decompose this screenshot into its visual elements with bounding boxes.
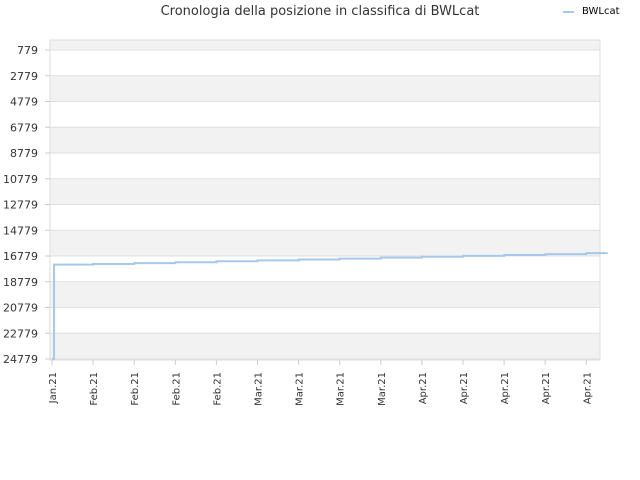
y-tick-label: 10779 [3, 173, 38, 186]
y-tick-label: 24779 [3, 353, 38, 366]
x-tick-label: Apr.21 [500, 372, 511, 404]
x-tick-label: Mar.21 [295, 372, 306, 406]
x-tick-label: Apr.21 [582, 372, 593, 404]
plot-band [50, 75, 600, 102]
y-tick-label: 8779 [10, 147, 38, 160]
x-tick-label: Apr.21 [541, 372, 552, 404]
y-tick-label: 16779 [3, 250, 38, 263]
x-tick-label: Apr.21 [418, 372, 429, 404]
x-tick-label: Mar.21 [254, 372, 265, 406]
x-tick-label: Apr.21 [459, 372, 470, 404]
y-tick-label: 12779 [3, 199, 38, 212]
x-axis-ticks: Jan.21 Feb.21 Feb.21 Feb.21 Feb.21 Mar.21 Mar.… [48, 360, 593, 406]
y-tick-label: 20779 [3, 302, 38, 315]
plot-band [50, 178, 600, 205]
x-tick-label: Mar.21 [377, 372, 388, 406]
x-tick-label: Jan.21 [48, 372, 59, 404]
plot-area [49, 39, 601, 361]
series-layer [52, 252, 608, 360]
x-tick-label: Feb.21 [130, 372, 141, 406]
series-line-BWLcat [52, 252, 608, 360]
plot-band [50, 230, 600, 256]
plot-band [50, 333, 600, 359]
x-tick-label: Feb.21 [171, 372, 182, 406]
y-tick-label: 14779 [3, 224, 38, 237]
y-tick-label: 779 [17, 44, 38, 57]
legend: BWLcat [563, 6, 620, 17]
grid-lines [50, 49, 600, 360]
legend-label: BWLcat [582, 6, 620, 17]
plot-band [50, 40, 600, 50]
plot-bands [50, 40, 600, 359]
y-tick-label: 4779 [10, 96, 38, 109]
legend-swatch [563, 10, 574, 13]
y-axis-ticks: 779 2779 4779 6779 8779 10779 12779 14779 16779 1… [3, 44, 50, 366]
plot-band [50, 127, 600, 153]
y-tick-label: 2779 [10, 70, 38, 83]
chart-title: Cronologia della posizione in classifica… [160, 4, 480, 19]
y-tick-label: 6779 [10, 121, 38, 134]
plot-band [50, 281, 600, 308]
x-tick-label: Mar.21 [336, 372, 347, 406]
x-tick-label: Feb.21 [212, 372, 223, 406]
x-tick-label: Feb.21 [89, 372, 100, 406]
y-tick-label: 22779 [3, 327, 38, 340]
y-tick-label: 18779 [3, 276, 38, 289]
